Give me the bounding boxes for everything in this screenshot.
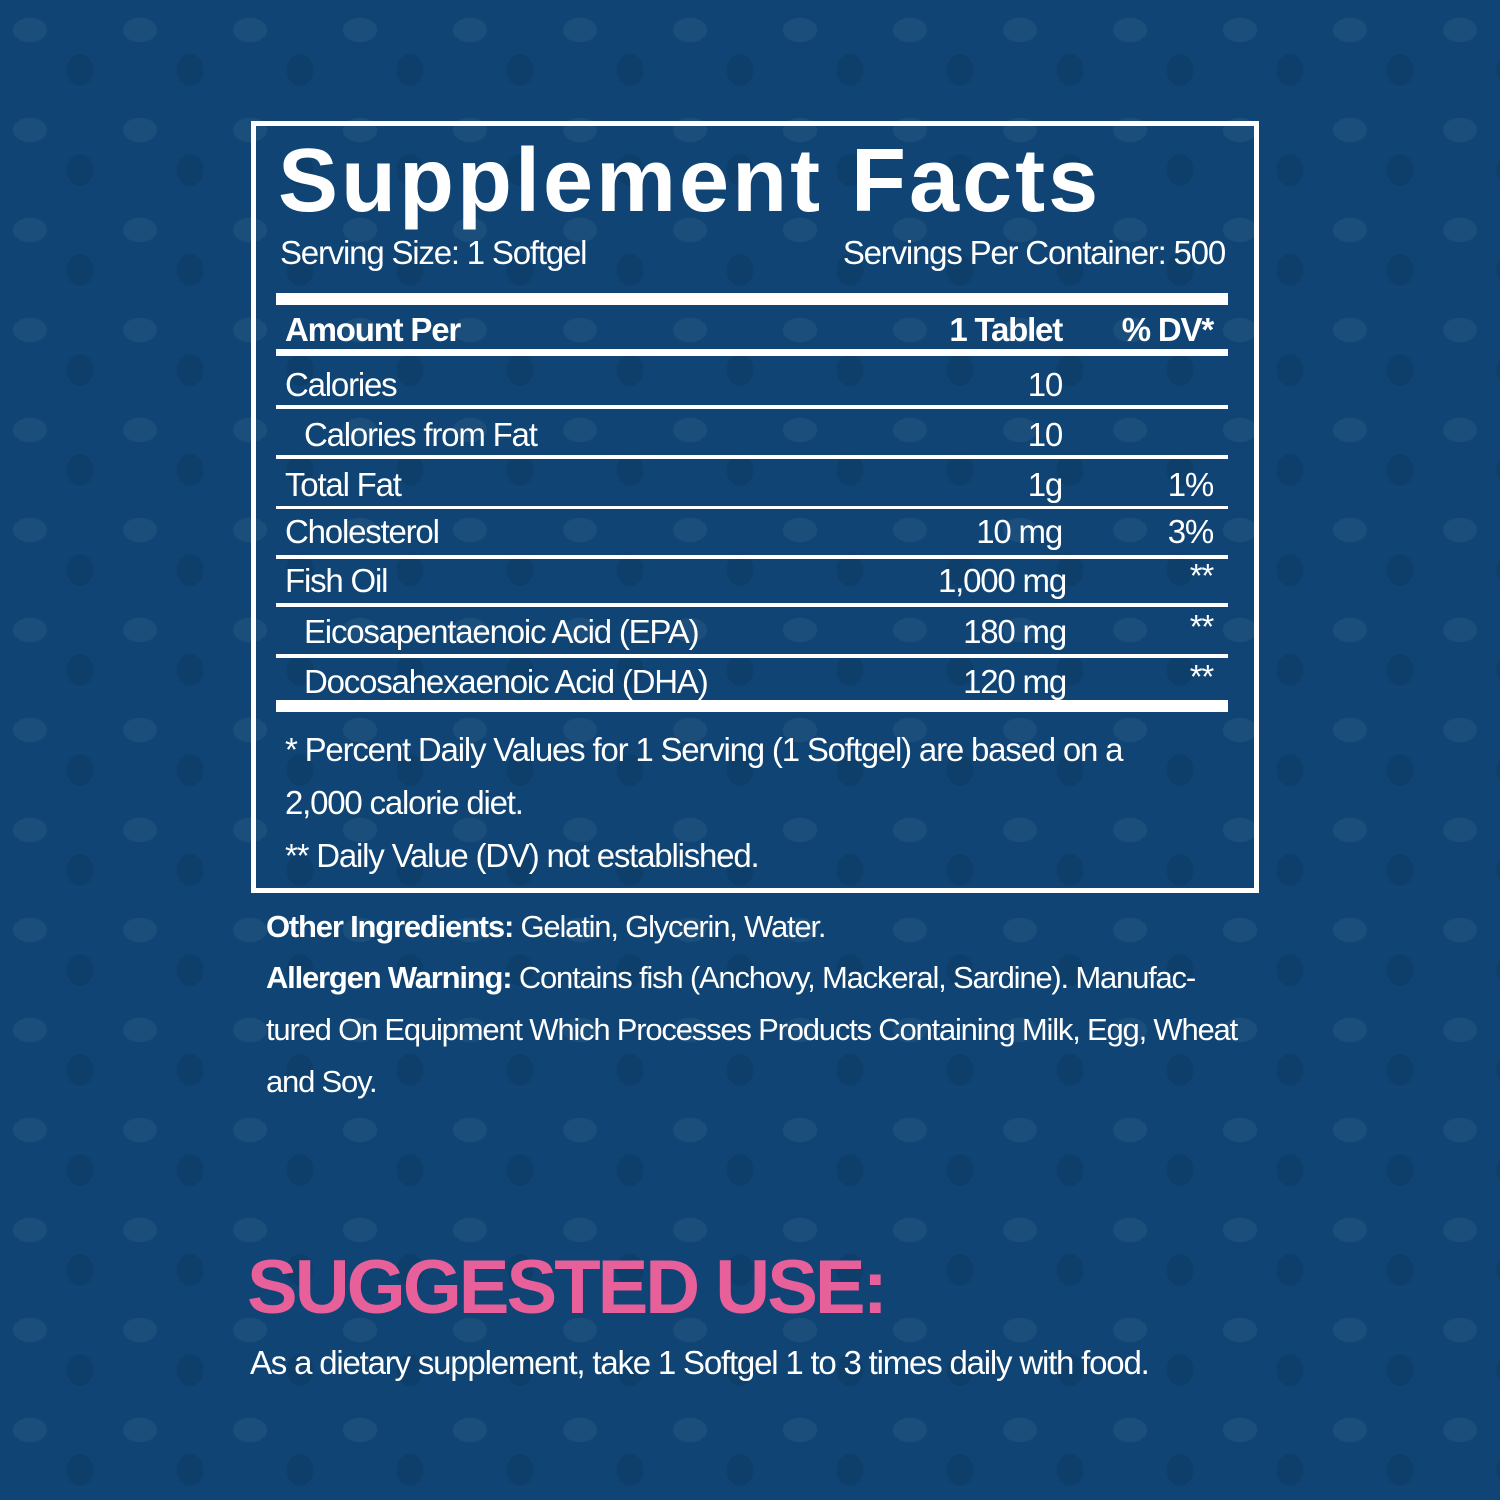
- row-amount: 10: [1027, 366, 1064, 403]
- allergen-text: tured On Equipment Which Processes Produ…: [266, 1012, 1238, 1047]
- row-name: Calories: [285, 366, 398, 403]
- suggested-use-heading: SUGGESTED USE:: [247, 1245, 888, 1330]
- footnote: ** Daily Value (DV) not established.: [285, 837, 760, 874]
- divider: [276, 455, 1228, 459]
- divider: [276, 555, 1228, 559]
- row-name: Docosahexaenoic Acid (DHA): [304, 663, 709, 700]
- panel-title: Supplement Facts: [278, 131, 1102, 231]
- supplement-facts-panel: [251, 121, 1259, 893]
- allergen-text: and Soy.: [266, 1064, 378, 1099]
- allergen-label: Allergen Warning:: [266, 960, 513, 995]
- allergen-warning: Allergen Warning: Contains fish (Anchovy…: [266, 958, 1196, 998]
- row-name: Calories from Fat: [304, 416, 538, 453]
- row-amount: 120 mg: [963, 663, 1067, 700]
- row-dv: 1%: [1167, 466, 1215, 503]
- allergen-text: Contains fish (Anchovy, Mackeral, Sardin…: [511, 960, 1196, 995]
- header-dv: % DV*: [1121, 311, 1214, 348]
- suggested-use-text: As a dietary supplement, take 1 Softgel …: [250, 1344, 1150, 1381]
- divider: [276, 654, 1228, 658]
- row-name: Eicosapentaenoic Acid (EPA): [304, 613, 700, 650]
- row-name: Total Fat: [285, 466, 402, 503]
- header-per-serving: 1 Tablet: [949, 311, 1063, 348]
- divider: [276, 506, 1228, 509]
- divider: [276, 349, 1228, 356]
- row-dv: **: [1189, 658, 1215, 695]
- other-ingredients-label: Other Ingredients:: [266, 909, 514, 944]
- footnote: * Percent Daily Values for 1 Serving (1 …: [285, 731, 1123, 768]
- divider-thick: [276, 293, 1228, 305]
- row-amount: 10: [1027, 416, 1064, 453]
- row-dv: **: [1189, 557, 1215, 594]
- row-name: Cholesterol: [285, 513, 440, 550]
- row-amount: 1g: [1027, 466, 1064, 503]
- divider: [276, 405, 1228, 409]
- other-ingredients: Other Ingredients: Gelatin, Glycerin, Wa…: [266, 907, 827, 947]
- row-amount: 180 mg: [963, 613, 1067, 650]
- other-ingredients-text: Gelatin, Glycerin, Water.: [513, 909, 827, 944]
- row-dv: **: [1189, 608, 1215, 645]
- row-amount: 10 mg: [976, 513, 1063, 550]
- header-amount-per: Amount Per: [285, 311, 461, 348]
- divider: [276, 603, 1228, 607]
- divider-thick: [276, 700, 1228, 712]
- servings-per-container: Servings Per Container: 500: [842, 234, 1226, 271]
- row-name: Fish Oil: [285, 562, 388, 599]
- row-dv: 3%: [1167, 513, 1215, 550]
- footnote: 2,000 calorie diet.: [285, 784, 524, 821]
- row-amount: 1,000 mg: [938, 562, 1067, 599]
- serving-size: Serving Size: 1 Softgel: [280, 234, 587, 271]
